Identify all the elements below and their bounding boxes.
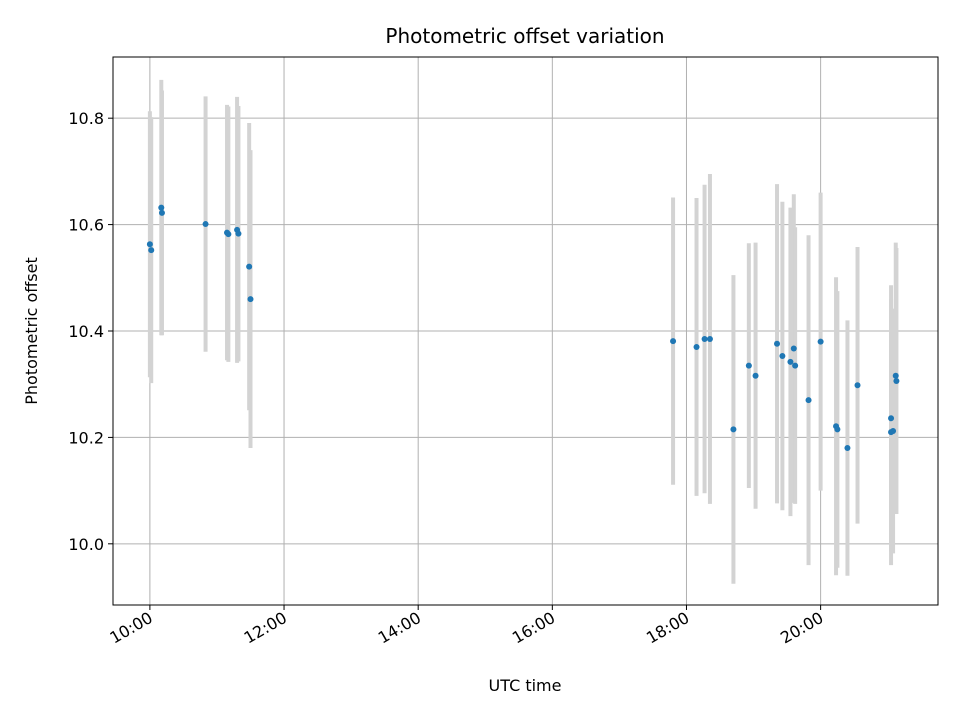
data-point bbox=[706, 335, 713, 342]
y-axis-label: Photometric offset bbox=[22, 257, 41, 405]
data-point bbox=[892, 372, 899, 379]
y-tick-label: 10.8 bbox=[68, 109, 104, 128]
data-point bbox=[247, 296, 254, 303]
data-point bbox=[844, 445, 851, 452]
data-point bbox=[790, 345, 797, 352]
data-point bbox=[854, 382, 861, 389]
data-point bbox=[787, 358, 794, 365]
data-point bbox=[730, 426, 737, 433]
x-axis-label: UTC time bbox=[489, 676, 562, 695]
chart-title: Photometric offset variation bbox=[385, 24, 664, 48]
data-point bbox=[805, 397, 812, 404]
data-point bbox=[890, 428, 897, 435]
y-tick-label: 10.2 bbox=[68, 428, 104, 447]
data-point bbox=[202, 221, 209, 228]
data-point bbox=[158, 209, 165, 216]
data-point bbox=[225, 231, 232, 238]
data-point bbox=[158, 204, 165, 211]
data-point bbox=[752, 372, 759, 379]
y-tick-label: 10.6 bbox=[68, 216, 104, 235]
y-tick-label: 10.0 bbox=[68, 535, 104, 554]
data-point bbox=[235, 230, 242, 237]
data-point bbox=[745, 362, 752, 369]
data-point bbox=[246, 263, 253, 270]
data-point bbox=[774, 340, 781, 347]
y-tick-label: 10.4 bbox=[68, 322, 104, 341]
data-point bbox=[701, 335, 708, 342]
data-point bbox=[148, 247, 155, 254]
data-point bbox=[146, 241, 153, 248]
data-point bbox=[693, 343, 700, 350]
data-point bbox=[779, 353, 786, 360]
data-point bbox=[834, 426, 841, 433]
data-point bbox=[888, 415, 895, 422]
data-point bbox=[670, 338, 677, 345]
data-point bbox=[817, 338, 824, 345]
data-point bbox=[792, 362, 799, 369]
data-point bbox=[893, 378, 900, 385]
data-points bbox=[146, 204, 900, 452]
